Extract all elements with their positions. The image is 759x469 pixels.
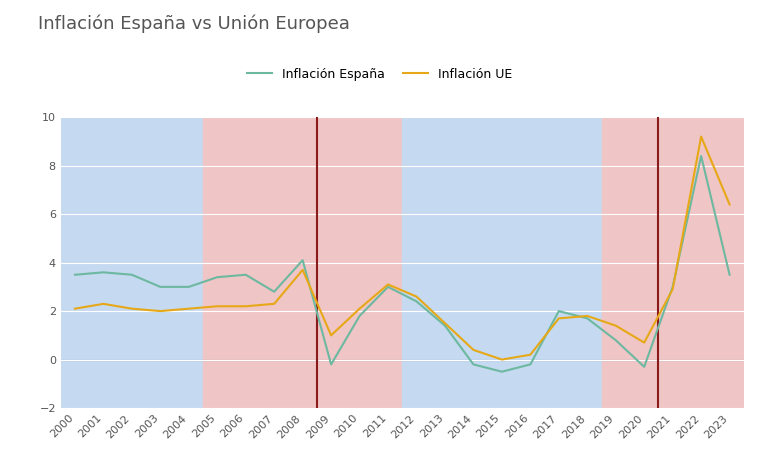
Inflación UE [412,294,421,299]
Inflación UE [611,323,620,328]
Inflación España [184,284,194,290]
Inflación UE [440,320,449,326]
Inflación España [640,364,649,370]
Inflación España [497,369,506,375]
Inflación UE [298,267,307,273]
Inflación España [611,337,620,343]
Inflación UE [326,333,335,338]
Inflación UE [99,301,108,307]
Inflación España [156,284,165,290]
Inflación UE [71,306,80,311]
Inflación UE [241,303,250,309]
Inflación España [697,153,706,159]
Inflación España [298,257,307,263]
Inflación UE [269,301,279,307]
Bar [203,117,402,408]
Inflación España [241,272,250,278]
Inflación UE [725,202,734,207]
Inflación España [99,270,108,275]
Inflación España [355,313,364,319]
Bar [61,117,203,408]
Inflación UE [156,308,165,314]
Inflación UE [554,316,563,321]
Inflación España [469,362,478,367]
Inflación España [71,272,80,278]
Inflación España [526,362,535,367]
Inflación UE [668,287,677,292]
Inflación España [668,284,677,290]
Legend: Inflación España, Inflación UE: Inflación España, Inflación UE [241,62,518,85]
Line: Inflación España: Inflación España [75,156,729,372]
Inflación España [326,362,335,367]
Inflación UE [526,352,535,357]
Inflación España [554,308,563,314]
Inflación UE [184,306,194,311]
Inflación UE [640,340,649,345]
Inflación España [440,323,449,328]
Inflación España [128,272,137,278]
Inflación UE [583,313,592,319]
Inflación UE [697,134,706,139]
Line: Inflación UE: Inflación UE [75,136,729,360]
Inflación UE [213,303,222,309]
Text: Inflación España vs Unión Europea: Inflación España vs Unión Europea [38,14,350,32]
Inflación UE [355,306,364,311]
Inflación UE [469,347,478,353]
Inflación España [583,316,592,321]
Inflación UE [383,281,392,287]
Inflación España [412,299,421,304]
Inflación UE [128,306,137,311]
Inflación España [725,272,734,278]
Bar [402,117,601,408]
Inflación España [383,284,392,290]
Bar [601,117,744,408]
Inflación España [269,289,279,295]
Inflación España [213,274,222,280]
Inflación UE [497,357,506,363]
